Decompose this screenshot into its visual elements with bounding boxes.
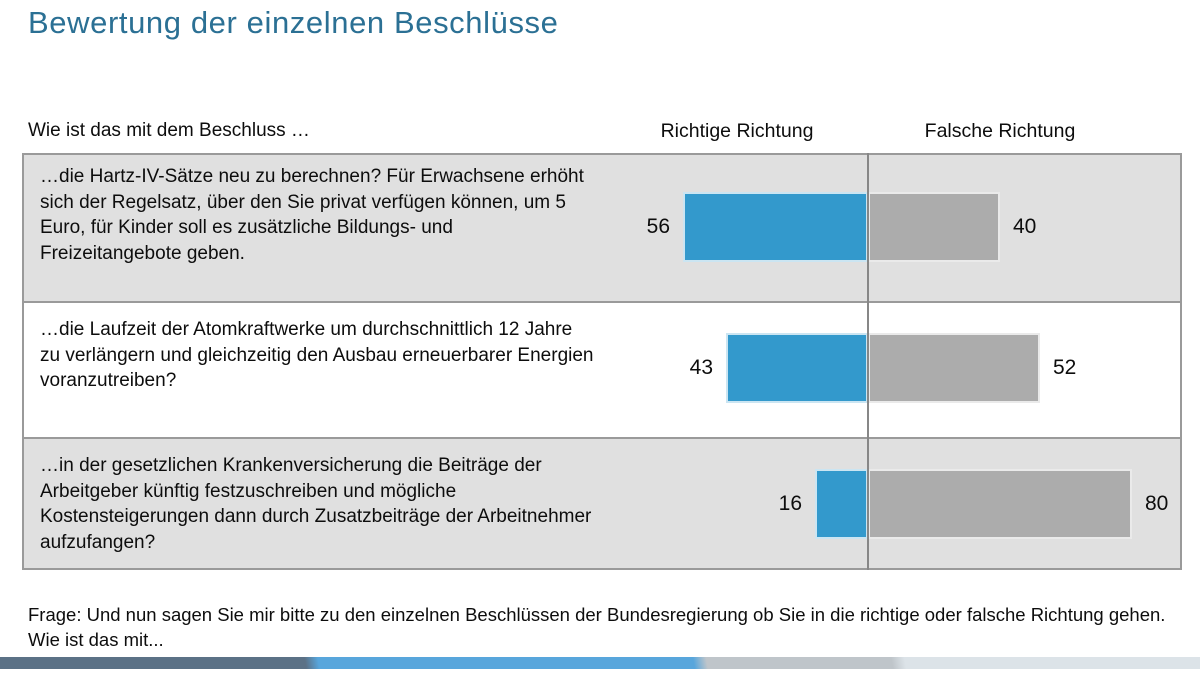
survey-question-footnote: Frage: Und nun sagen Sie mir bitte zu de…: [28, 604, 1166, 650]
right-direction-value: 43: [689, 356, 713, 379]
right-direction-value: 16: [778, 492, 802, 515]
false-direction-value: 52: [1053, 356, 1077, 379]
false-direction-bar: [868, 333, 1040, 403]
table-row: …die Hartz-IV-Sätze neu zu berechnen? Fü…: [24, 155, 1180, 301]
false-direction-value: 80: [1145, 492, 1169, 515]
right-direction-value: 56: [646, 215, 670, 238]
slide-title: Bewertung der einzelnen Beschlüsse: [28, 5, 559, 40]
table-row: …die Laufzeit der Atomkraftwerke um durc…: [24, 301, 1180, 437]
table-row: …in der gesetzlichen Krankenversicherung…: [24, 437, 1180, 568]
false-direction-value: 40: [1013, 215, 1037, 238]
right-direction-bar: [815, 469, 868, 539]
false-direction-bar: [868, 469, 1132, 539]
zero-axis-divider: [867, 153, 869, 570]
question-text: …in der gesetzlichen Krankenversicherung…: [40, 455, 592, 553]
question-column-header: Wie ist das mit dem Beschluss …: [28, 120, 310, 141]
right-direction-column-header: Richtige Richtung: [660, 120, 814, 142]
false-direction-column-header: Falsche Richtung: [924, 120, 1076, 142]
right-direction-bar: [726, 333, 868, 403]
question-text: …die Laufzeit der Atomkraftwerke um durc…: [40, 319, 594, 391]
false-direction-bar: [868, 192, 1000, 262]
decisions-table: …die Hartz-IV-Sätze neu zu berechnen? Fü…: [22, 153, 1182, 570]
right-direction-bar: [683, 192, 868, 262]
question-text: …die Hartz-IV-Sätze neu zu berechnen? Fü…: [40, 166, 584, 264]
bottom-decorative-stripe: [0, 657, 1200, 669]
